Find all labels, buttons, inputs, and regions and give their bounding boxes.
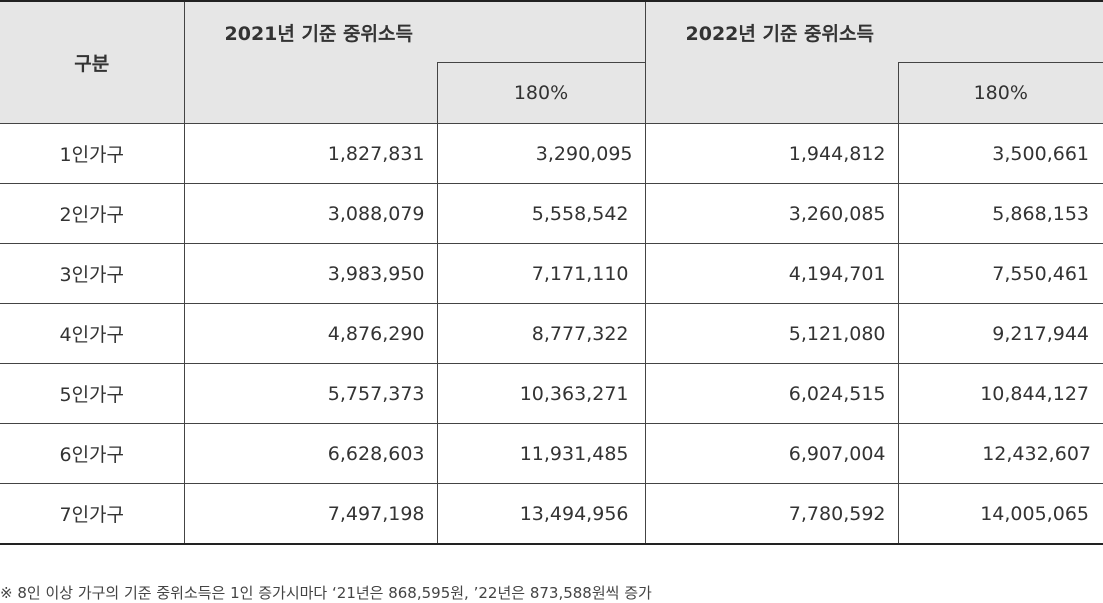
header-row-top: 구분 2021년 기준 중위소득 2022년 기준 중위소득 <box>0 0 1103 124</box>
value-2022: 1,944,812 <box>645 123 899 184</box>
header-2021-spacer <box>184 62 437 124</box>
header-2021-median-income: 2021년 기준 중위소득 <box>184 0 437 63</box>
value-2022-180pct: 7,550,461 <box>898 243 1103 304</box>
footnote: ※ 8인 이상 가구의 기준 중위소득은 1인 증가시마다 ‘21년은 868,… <box>0 584 652 602</box>
header-2021-gap <box>437 0 646 63</box>
value-2021: 3,088,079 <box>184 183 438 244</box>
value-2021-180pct: 5,558,542 <box>437 183 646 244</box>
table-row: 2인가구 3,088,079 5,558,542 3,260,085 5,868… <box>0 183 1103 244</box>
value-2022: 6,907,004 <box>645 423 899 484</box>
value-2022-180pct: 5,868,153 <box>898 183 1103 244</box>
value-2022-180pct: 14,005,065 <box>898 483 1103 545</box>
household-label: 4인가구 <box>0 303 185 364</box>
value-2022: 7,780,592 <box>645 483 899 545</box>
household-label: 2인가구 <box>0 183 185 244</box>
table-row: 7인가구 7,497,198 13,494,956 7,780,592 14,0… <box>0 483 1103 545</box>
value-2021: 3,983,950 <box>184 243 438 304</box>
value-2022: 4,194,701 <box>645 243 899 304</box>
header-2022-gap <box>898 0 1103 63</box>
header-row-bottom: 180% 180% <box>0 62 1103 124</box>
value-2021: 4,876,290 <box>184 303 438 364</box>
median-income-table: 구분 2021년 기준 중위소득 2022년 기준 중위소득 180% 180%… <box>0 0 1103 545</box>
header-2021-180pct: 180% <box>436 62 646 124</box>
value-2021-180pct: 13,494,956 <box>437 483 646 545</box>
value-2021: 7,497,198 <box>184 483 438 545</box>
header-category: 구분 <box>0 0 185 124</box>
household-label: 5인가구 <box>0 363 185 424</box>
header-2022-spacer <box>645 62 898 124</box>
table-row: 4인가구 4,876,290 8,777,322 5,121,080 9,217… <box>0 303 1103 364</box>
value-2022: 6,024,515 <box>645 363 899 424</box>
table-row: 5인가구 5,757,373 10,363,271 6,024,515 10,8… <box>0 363 1103 424</box>
table-row: 1인가구 1,827,831 3,290,095 1,944,812 3,500… <box>0 123 1103 184</box>
household-label: 6인가구 <box>0 423 185 484</box>
value-2021-180pct: 10,363,271 <box>437 363 646 424</box>
value-2022-180pct: 3,500,661 <box>898 123 1103 184</box>
value-2022: 5,121,080 <box>645 303 899 364</box>
table-row: 6인가구 6,628,603 11,931,485 6,907,004 12,4… <box>0 423 1103 484</box>
header-2021-label: 2021년 기준 중위소득 <box>224 22 413 45</box>
header-2022-label: 2022년 기준 중위소득 <box>685 22 874 45</box>
value-2021-180pct: 11,931,485 <box>437 423 646 484</box>
household-label: 1인가구 <box>0 123 185 184</box>
value-2021-180pct: 8,777,322 <box>437 303 646 364</box>
value-2022: 3,260,085 <box>645 183 899 244</box>
value-2021: 6,628,603 <box>184 423 438 484</box>
value-2022-180pct: 12,432,607 <box>898 423 1103 484</box>
value-2021: 1,827,831 <box>184 123 438 184</box>
household-label: 7인가구 <box>0 483 185 545</box>
header-2022-median-income: 2022년 기준 중위소득 <box>645 0 898 63</box>
value-2021-180pct: 7,171,110 <box>437 243 646 304</box>
household-label: 3인가구 <box>0 243 185 304</box>
value-2022-180pct: 9,217,944 <box>898 303 1103 364</box>
value-2021: 5,757,373 <box>184 363 438 424</box>
value-2022-180pct: 10,844,127 <box>898 363 1103 424</box>
value-2021-180pct: 3,290,095 <box>437 123 646 184</box>
table-row: 3인가구 3,983,950 7,171,110 4,194,701 7,550… <box>0 243 1103 304</box>
header-2022-180pct: 180% <box>897 62 1103 124</box>
